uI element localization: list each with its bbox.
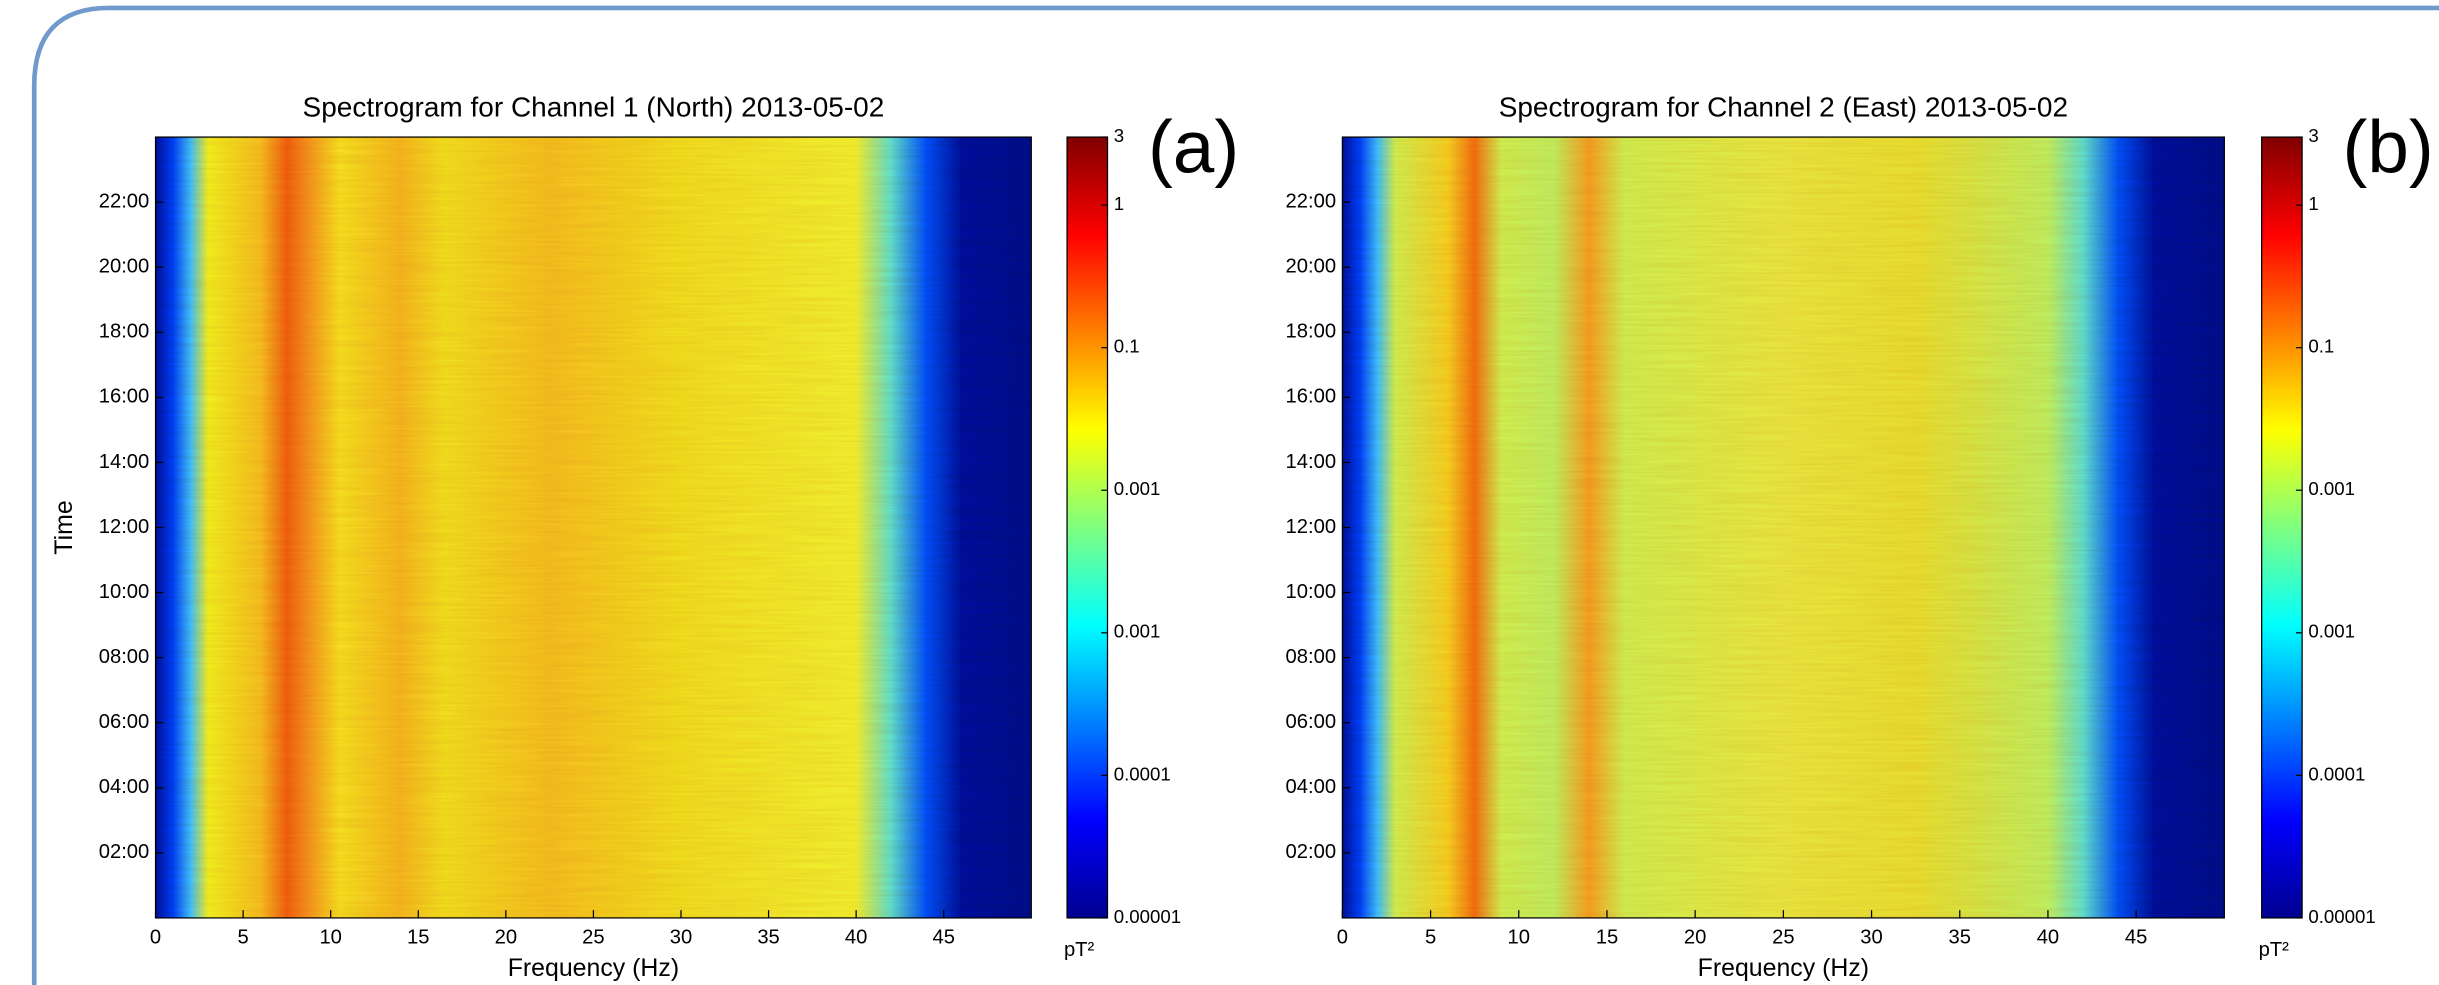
y-tick-label: 06:00 (99, 711, 150, 733)
colorbar-tick-label: 0.0001 (1114, 763, 1171, 784)
y-tick-label: 16:00 (1286, 386, 1337, 408)
colorbar-tick-label: 0.0001 (2308, 763, 2365, 784)
chart-title: Spectrogram for Channel 2 (East) 2013-05… (1499, 91, 2068, 122)
x-tick-label: 20 (495, 926, 517, 948)
chart-title: Spectrogram for Channel 1 (North) 2013-0… (303, 91, 885, 122)
y-tick-label: 10:00 (99, 581, 150, 603)
x-tick-label: 25 (582, 926, 605, 948)
x-tick-label: 15 (1596, 926, 1619, 948)
y-axis-label: Time (50, 500, 78, 554)
y-tick-label: 14:00 (1286, 451, 1337, 473)
y-tick-label: 12:00 (1286, 516, 1337, 538)
x-axis-label: Frequency (Hz) (508, 954, 679, 982)
x-tick-label: 10 (319, 926, 342, 948)
y-tick-label: 16:00 (99, 386, 150, 408)
colorbar-tick-label: 0.00001 (2308, 906, 2375, 927)
y-tick-label: 04:00 (1286, 776, 1337, 798)
colorbar-tick-label: 0.1 (2308, 336, 2334, 357)
y-tick-label: 02:00 (1286, 841, 1337, 863)
frame (31, 5, 2439, 985)
x-tick-label: 30 (670, 926, 693, 948)
colorbar (1066, 136, 1109, 919)
y-tick-label: 22:00 (99, 190, 150, 212)
colorbar-tick-label: 0.001 (2308, 621, 2355, 642)
x-tick-label: 0 (1337, 926, 1348, 948)
y-tick-label: 20:00 (99, 256, 150, 278)
x-tick-label: 30 (1860, 926, 1883, 948)
x-tick-label: 25 (1772, 926, 1795, 948)
y-tick-label: 14:00 (99, 451, 150, 473)
x-tick-label: 40 (2037, 926, 2059, 948)
colorbar-tick-label: 0.001 (1114, 621, 1161, 642)
spectrogram-image (1342, 137, 2225, 918)
y-tick-label: 04:00 (99, 776, 150, 798)
panel-label: (a) (1148, 104, 1239, 188)
colorbar-tick-label: 3 (1114, 125, 1124, 146)
x-tick-label: 40 (845, 926, 868, 948)
x-tick-label: 45 (2125, 926, 2148, 948)
x-tick-label: 15 (407, 926, 430, 948)
colorbar-label: pT² (1064, 939, 1095, 961)
y-tick-label: 10:00 (1286, 581, 1337, 603)
colorbar-tick-label: 0.001 (2308, 478, 2355, 499)
x-tick-label: 10 (1508, 926, 1531, 948)
y-tick-label: 02:00 (99, 841, 150, 863)
x-tick-label: 45 (932, 926, 955, 948)
colorbar (2261, 136, 2303, 919)
x-tick-label: 0 (150, 926, 161, 948)
y-tick-label: 18:00 (99, 321, 150, 343)
panel-label: (b) (2343, 104, 2434, 188)
colorbar-tick-label: 3 (2308, 125, 2318, 146)
colorbar-tick-label: 0.00001 (1114, 906, 1181, 927)
x-tick-label: 5 (237, 926, 248, 948)
colorbar-tick-label: 0.1 (1114, 336, 1140, 357)
spectrogram-image (155, 137, 1032, 918)
y-tick-label: 08:00 (1286, 646, 1337, 668)
x-tick-label: 35 (757, 926, 780, 948)
y-tick-label: 12:00 (99, 516, 150, 538)
y-tick-label: 08:00 (99, 646, 150, 668)
colorbar-tick-label: 1 (2308, 193, 2318, 214)
y-tick-label: 18:00 (1286, 321, 1337, 343)
colorbar-tick-label: 0.001 (1114, 478, 1161, 499)
y-tick-label: 20:00 (1286, 256, 1337, 278)
x-tick-label: 35 (1949, 926, 1972, 948)
x-tick-label: 20 (1684, 926, 1707, 948)
y-tick-label: 06:00 (1286, 711, 1337, 733)
colorbar-tick-label: 1 (1114, 193, 1124, 214)
x-axis-label: Frequency (Hz) (1698, 954, 1869, 982)
y-tick-label: 22:00 (1286, 190, 1337, 212)
x-tick-label: 5 (1425, 926, 1436, 948)
colorbar-label: pT² (2259, 939, 2290, 961)
